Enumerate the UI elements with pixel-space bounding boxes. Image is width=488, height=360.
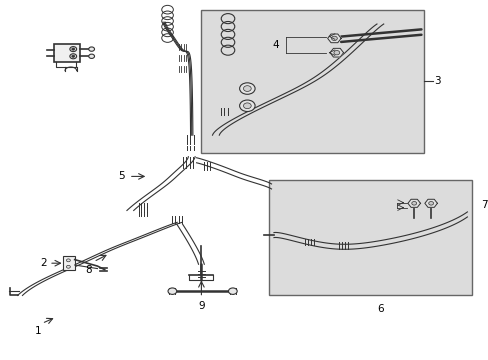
Circle shape bbox=[331, 36, 337, 41]
Circle shape bbox=[66, 259, 70, 262]
Bar bbox=[54, 44, 81, 62]
Circle shape bbox=[243, 86, 251, 91]
Circle shape bbox=[168, 288, 176, 294]
Text: 8: 8 bbox=[85, 265, 92, 275]
Circle shape bbox=[70, 46, 77, 51]
Polygon shape bbox=[329, 48, 343, 57]
Text: 3: 3 bbox=[434, 76, 440, 86]
Polygon shape bbox=[327, 34, 341, 43]
Circle shape bbox=[66, 265, 70, 268]
Circle shape bbox=[228, 288, 237, 294]
Circle shape bbox=[243, 103, 251, 109]
Circle shape bbox=[428, 202, 433, 205]
Circle shape bbox=[88, 47, 94, 51]
Polygon shape bbox=[407, 199, 420, 207]
Bar bbox=[62, 256, 75, 270]
Bar bbox=[268, 180, 471, 295]
Polygon shape bbox=[424, 199, 437, 207]
Circle shape bbox=[70, 54, 77, 59]
Circle shape bbox=[239, 83, 255, 94]
Text: 2: 2 bbox=[40, 258, 46, 268]
Circle shape bbox=[411, 202, 416, 205]
Circle shape bbox=[239, 100, 255, 112]
Text: 7: 7 bbox=[480, 201, 487, 211]
Text: 9: 9 bbox=[198, 301, 204, 311]
Circle shape bbox=[88, 54, 94, 58]
Text: 6: 6 bbox=[376, 304, 383, 314]
Text: 5: 5 bbox=[118, 171, 124, 181]
Circle shape bbox=[72, 48, 75, 50]
Circle shape bbox=[333, 50, 339, 55]
Text: 4: 4 bbox=[271, 40, 278, 50]
Text: 1: 1 bbox=[35, 326, 41, 336]
Circle shape bbox=[72, 55, 75, 57]
Bar bbox=[201, 10, 423, 153]
